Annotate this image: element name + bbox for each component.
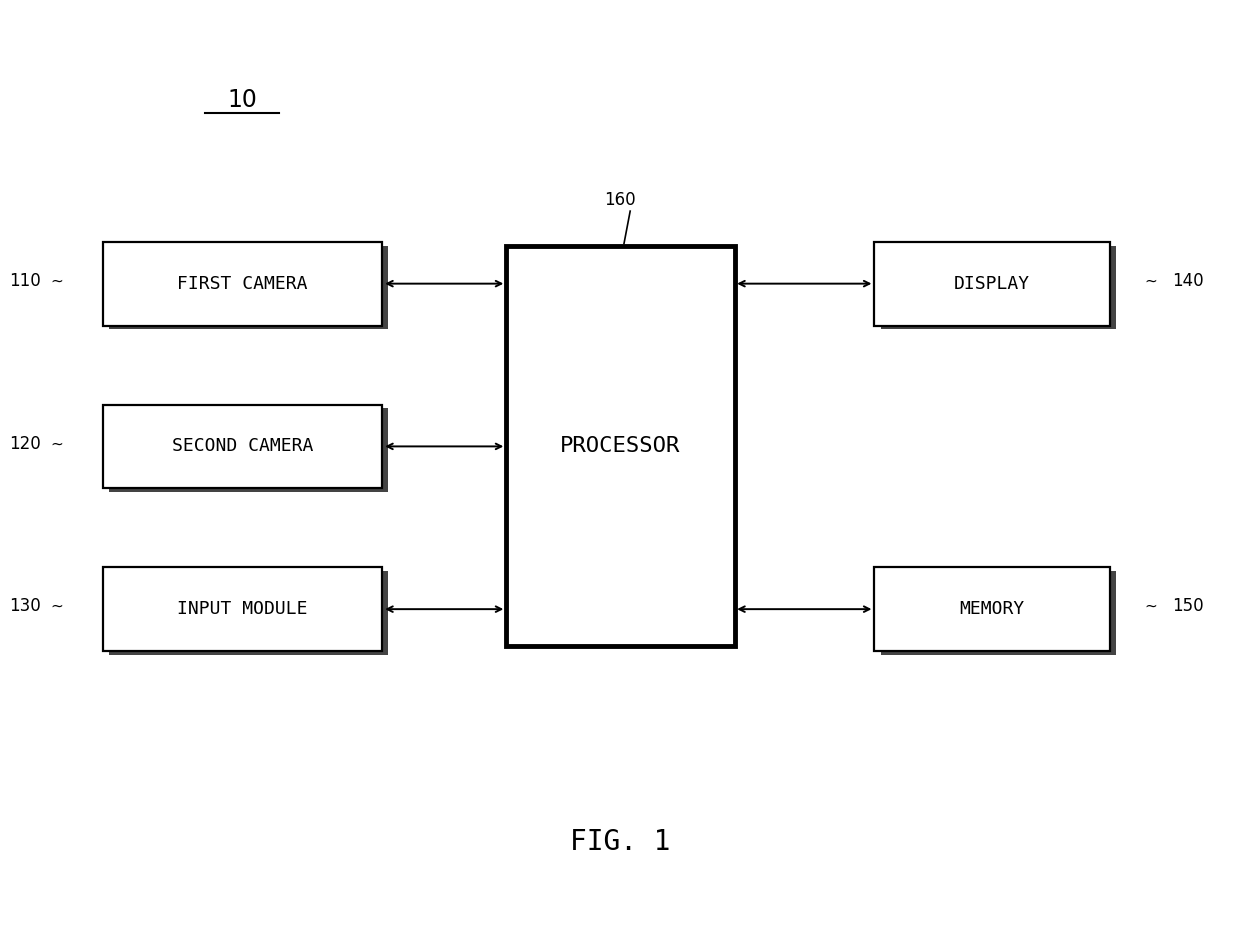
Text: 140: 140 <box>1172 272 1204 290</box>
Bar <box>109 571 388 655</box>
Text: 130: 130 <box>9 597 41 616</box>
Bar <box>103 242 382 326</box>
Text: ~: ~ <box>51 599 63 614</box>
Text: 110: 110 <box>9 272 41 290</box>
Text: FIRST CAMERA: FIRST CAMERA <box>177 274 308 293</box>
Bar <box>880 571 1116 655</box>
Text: INPUT MODULE: INPUT MODULE <box>177 600 308 618</box>
Text: MEMORY: MEMORY <box>960 600 1024 618</box>
Text: PROCESSOR: PROCESSOR <box>560 436 681 457</box>
Text: DISPLAY: DISPLAY <box>954 274 1030 293</box>
Bar <box>103 405 382 488</box>
Text: ~: ~ <box>1145 599 1157 614</box>
Bar <box>874 567 1110 651</box>
Text: SECOND CAMERA: SECOND CAMERA <box>171 437 312 456</box>
Bar <box>506 246 735 646</box>
Bar <box>109 408 388 492</box>
Text: ~: ~ <box>51 273 63 288</box>
Bar <box>109 246 388 329</box>
Text: ~: ~ <box>1145 273 1157 288</box>
Text: 150: 150 <box>1172 597 1204 616</box>
Text: 10: 10 <box>227 87 257 112</box>
Text: 160: 160 <box>604 192 636 209</box>
Bar <box>880 246 1116 329</box>
Text: 120: 120 <box>9 434 41 453</box>
Text: ~: ~ <box>51 436 63 451</box>
Text: FIG. 1: FIG. 1 <box>570 828 671 856</box>
Bar <box>874 242 1110 326</box>
Bar <box>103 567 382 651</box>
